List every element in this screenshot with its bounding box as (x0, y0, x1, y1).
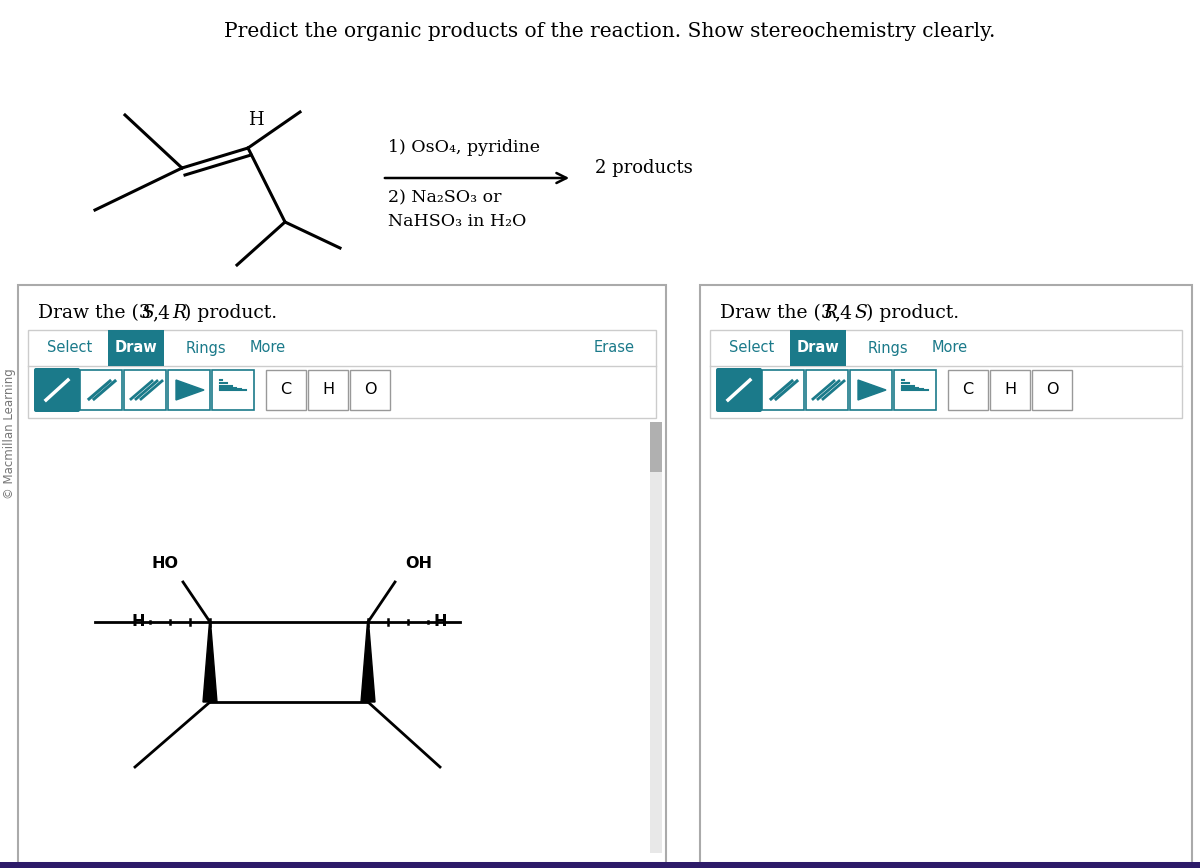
Text: O: O (1045, 383, 1058, 398)
Bar (350, 370, 390, 410)
Bar (762, 370, 804, 410)
Bar (124, 370, 166, 410)
Bar (850, 370, 892, 410)
Bar (700, 285, 1192, 863)
Text: C: C (281, 383, 292, 398)
Bar (28, 330, 656, 418)
Bar (212, 370, 254, 410)
Bar (308, 370, 348, 410)
Text: OH: OH (406, 556, 432, 571)
Bar (650, 422, 662, 472)
Bar (894, 370, 936, 410)
Text: Rings: Rings (186, 340, 227, 356)
Text: R: R (823, 304, 838, 322)
Text: H: H (1004, 383, 1016, 398)
Bar (18, 285, 666, 863)
Text: 1) OsO₄, pyridine: 1) OsO₄, pyridine (388, 140, 540, 156)
Text: Draw: Draw (797, 340, 839, 356)
Text: ,4: ,4 (834, 304, 852, 322)
Text: Draw the (3: Draw the (3 (38, 304, 151, 322)
Text: H: H (248, 111, 264, 129)
Bar (710, 330, 1182, 418)
Text: ) product.: ) product. (184, 304, 277, 322)
Polygon shape (361, 622, 374, 702)
Text: ) product.: ) product. (866, 304, 959, 322)
Text: ,4: ,4 (152, 304, 170, 322)
Text: S: S (854, 304, 866, 322)
Bar (948, 370, 988, 410)
Text: NaHSO₃ in H₂O: NaHSO₃ in H₂O (388, 214, 527, 231)
Text: 2) Na₂SO₃ or: 2) Na₂SO₃ or (388, 189, 502, 207)
Text: 2 products: 2 products (595, 159, 692, 177)
Text: Rings: Rings (868, 340, 908, 356)
Text: Predict the organic products of the reaction. Show stereochemistry clearly.: Predict the organic products of the reac… (224, 22, 996, 41)
Bar (266, 370, 306, 410)
Bar (790, 330, 846, 366)
Polygon shape (203, 622, 217, 702)
Polygon shape (176, 380, 204, 400)
Text: More: More (932, 340, 968, 356)
Text: Select: Select (47, 340, 92, 356)
Text: HO: HO (151, 556, 179, 571)
Text: R: R (172, 304, 186, 322)
Text: © Macmillan Learning: © Macmillan Learning (4, 369, 17, 499)
Bar (990, 370, 1030, 410)
FancyBboxPatch shape (34, 368, 80, 412)
Text: O: O (364, 383, 377, 398)
FancyBboxPatch shape (716, 368, 762, 412)
Polygon shape (858, 380, 886, 400)
Bar (80, 370, 122, 410)
Text: Draw the (3: Draw the (3 (720, 304, 833, 322)
Text: S: S (142, 304, 154, 322)
Text: H: H (322, 383, 334, 398)
Text: Erase: Erase (594, 340, 635, 356)
Bar (1032, 370, 1072, 410)
Bar (650, 422, 662, 853)
Bar (0, 862, 1200, 868)
Bar (806, 370, 848, 410)
Bar (108, 330, 164, 366)
Text: H: H (131, 615, 145, 629)
Text: Select: Select (730, 340, 775, 356)
Bar (168, 370, 210, 410)
Text: C: C (962, 383, 973, 398)
Text: More: More (250, 340, 286, 356)
Text: Draw: Draw (115, 340, 157, 356)
Text: H: H (433, 615, 446, 629)
